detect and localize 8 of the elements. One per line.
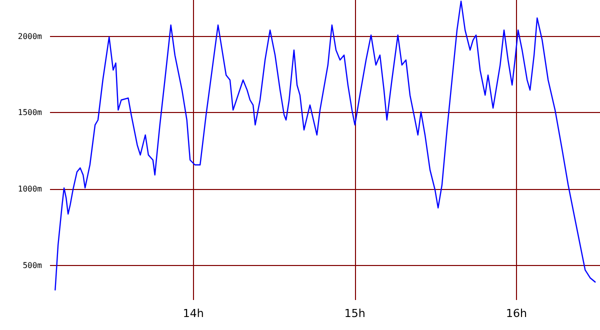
x-tick-label: 15h bbox=[344, 307, 366, 320]
y-tick-label: 2000m bbox=[18, 32, 42, 41]
x-tick-label: 16h bbox=[506, 307, 527, 320]
y-tick-label: 1500m bbox=[18, 108, 42, 118]
y-tick-label: 500m bbox=[22, 260, 42, 270]
y-tick-label: 1000m bbox=[18, 184, 42, 194]
x-tick-label: 14h bbox=[182, 307, 204, 320]
line-series bbox=[54, 0, 596, 291]
